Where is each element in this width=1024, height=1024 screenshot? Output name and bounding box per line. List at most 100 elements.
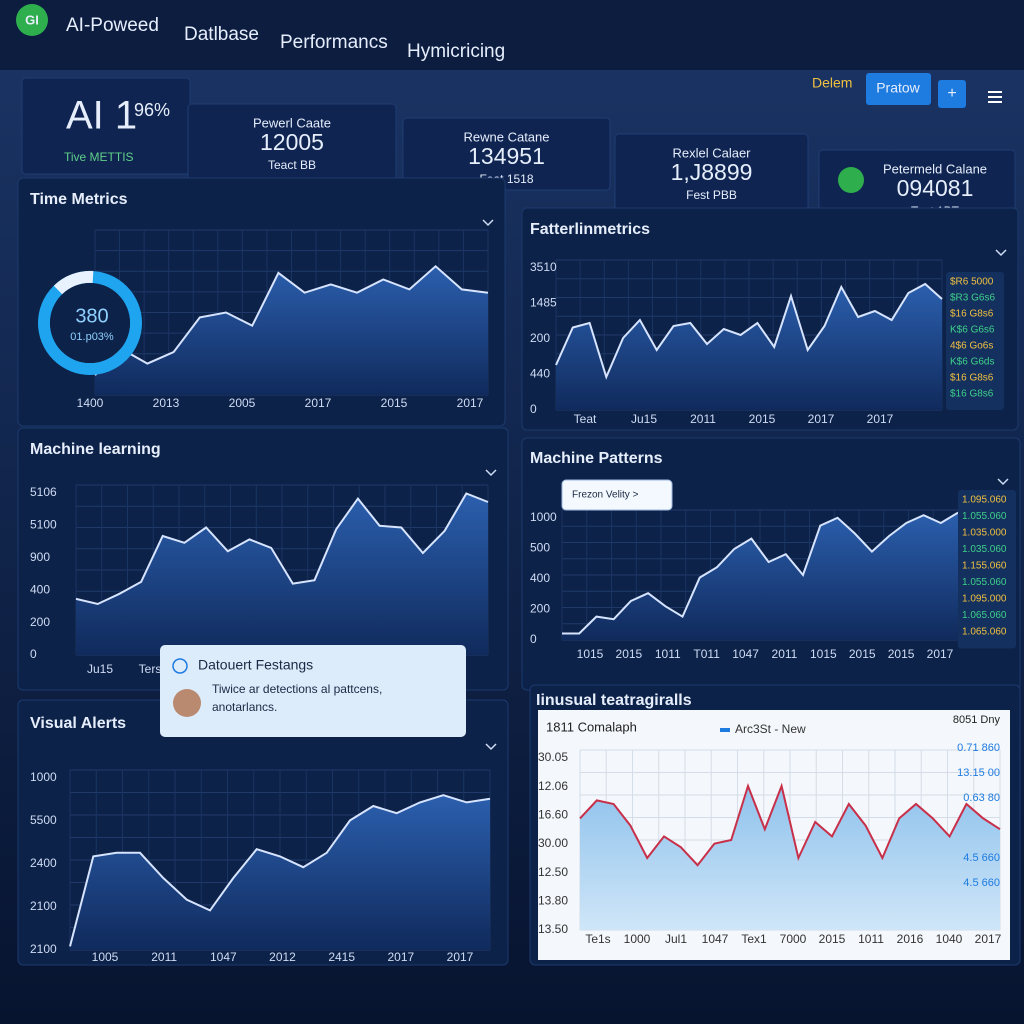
donut-value: 380 [75, 305, 108, 327]
chevron [482, 219, 494, 227]
area [70, 795, 490, 950]
x-tick-label: 2017 [808, 412, 835, 426]
x-tick-label: 2017 [867, 412, 894, 426]
y-tick-label: 200 [530, 602, 550, 616]
y-tick-label: 500 [530, 541, 550, 555]
x-tick-label: 2005 [229, 396, 256, 410]
kpi-value: 12005 [260, 129, 324, 155]
legend-label: 1.035.060 [962, 544, 1007, 555]
add-label[interactable]: + [947, 85, 956, 102]
x-tick-label: 2011 [772, 647, 798, 661]
menu-icon[interactable] [988, 91, 1002, 103]
x-tick-label: 2011 [151, 950, 177, 964]
kpi-card [402, 117, 611, 191]
link[interactable]: Delem [812, 75, 852, 91]
x-tick-label: 2017 [975, 932, 1002, 946]
logo [16, 4, 48, 36]
y-tick-label: 400 [30, 582, 50, 596]
x-tick-label: Ju15 [87, 662, 113, 676]
legend-label: $R6 5000 [950, 277, 994, 288]
area [562, 512, 958, 640]
y-tick-label: 2400 [30, 856, 57, 870]
button[interactable] [866, 73, 931, 105]
x-tick-label: Ju15 [631, 412, 657, 426]
x-tick-label: 2012 [269, 950, 296, 964]
legend-label: $16 G8s6 [950, 389, 994, 400]
x-tick-label: 1011 [655, 647, 681, 661]
x-tick-label: 1040 [936, 932, 963, 946]
y-tick-label: 13.80 [538, 894, 568, 908]
x-tick-label: 7000 [780, 932, 807, 946]
x-tick-label: 2017 [387, 950, 414, 964]
x-tick-label: Jul1 [665, 932, 687, 946]
tooltip-text: anotarlancs. [212, 700, 277, 714]
x-tick-label: 2017 [305, 396, 332, 410]
side-label: 0.71 860 [957, 742, 1000, 754]
side-label: 4.5 660 [963, 852, 1000, 864]
side-label: 13.15 00 [957, 767, 1000, 779]
kpi-title: Rewne Catane [464, 129, 550, 144]
kpi-caption: Tive METTIS [64, 150, 134, 164]
line [94, 264, 489, 376]
legend-label: K$6 G6ds [950, 357, 994, 368]
y-tick-label: 0 [530, 632, 537, 646]
panel-title: Machine learning [30, 441, 161, 458]
y-tick-label: 400 [530, 571, 550, 585]
x-tick-label: 2015 [749, 412, 776, 426]
x-tick-label: 2015 [888, 647, 915, 661]
x-tick-label: 2415 [328, 950, 355, 964]
x-tick-label: 2015 [819, 932, 846, 946]
line [579, 782, 1001, 867]
kpi-value: 094081 [897, 175, 974, 201]
panel-title: Time Metrics [30, 191, 128, 208]
area [580, 786, 1000, 930]
x-tick-label: 1047 [732, 647, 759, 661]
legend-label: K$6 G6s6 [950, 325, 995, 336]
line [562, 511, 959, 635]
tooltip-title: Datouert Festangs [198, 657, 313, 673]
panel-title: Visual Alerts [30, 715, 126, 732]
y-tick-label: 1000 [30, 770, 57, 784]
button-label[interactable]: Pratow [876, 80, 920, 96]
tooltip-title: Frezon Velity > [572, 490, 639, 501]
legend-label: Arc3St - New [735, 722, 806, 736]
legend-label: $R3 G6s6 [950, 293, 995, 304]
panel-title: Machine Patterns [530, 450, 663, 467]
legend-label: 1.065.060 [962, 627, 1007, 638]
x-tick-label: 2017 [927, 647, 954, 661]
y-tick-label: 12.06 [538, 779, 568, 793]
legend-label: 1.055.060 [962, 577, 1007, 588]
y-tick-label: 1000 [530, 510, 557, 524]
tooltip [561, 479, 673, 511]
kpi-value: 134951 [468, 143, 545, 169]
kpi-title: Pewerl Caate [253, 115, 331, 130]
chart-subtitle: 1811 Comalaph [546, 719, 637, 734]
y-tick-label: 5106 [30, 485, 57, 499]
x-tick-label: Te1s [585, 932, 610, 946]
y-tick-label: 200 [30, 615, 50, 629]
legend-label: 1.035.000 [962, 528, 1007, 539]
x-tick-label: 1015 [810, 647, 837, 661]
chart-corner: 8051 Dny [953, 714, 1001, 726]
nav-item[interactable]: Performancs [280, 32, 388, 53]
add-button[interactable] [938, 80, 966, 108]
tooltip [160, 645, 466, 737]
y-tick-label: 30.05 [538, 750, 568, 764]
x-tick-label: 2015 [616, 647, 643, 661]
tooltip-text: Tiwice ar detections al pattcens, [212, 682, 382, 696]
nav-item[interactable]: AI-Poweed [66, 15, 159, 36]
legend-label: $16 G8s6 [950, 309, 994, 320]
kpi-badge: 96% [134, 100, 170, 120]
x-tick-label: T011 [693, 647, 720, 661]
x-tick-label: 1005 [92, 950, 119, 964]
kpi-icon [838, 167, 864, 193]
legend-label: 1.055.060 [962, 511, 1007, 522]
nav-item[interactable]: Hymicricing [407, 41, 505, 62]
x-tick-label: 1400 [77, 396, 104, 410]
x-tick-label: Tex1 [741, 932, 767, 946]
area [556, 284, 942, 410]
x-tick-label: 2017 [457, 396, 484, 410]
nav-item[interactable]: Datlbase [184, 24, 259, 45]
chevron [485, 743, 497, 751]
line [69, 794, 491, 947]
